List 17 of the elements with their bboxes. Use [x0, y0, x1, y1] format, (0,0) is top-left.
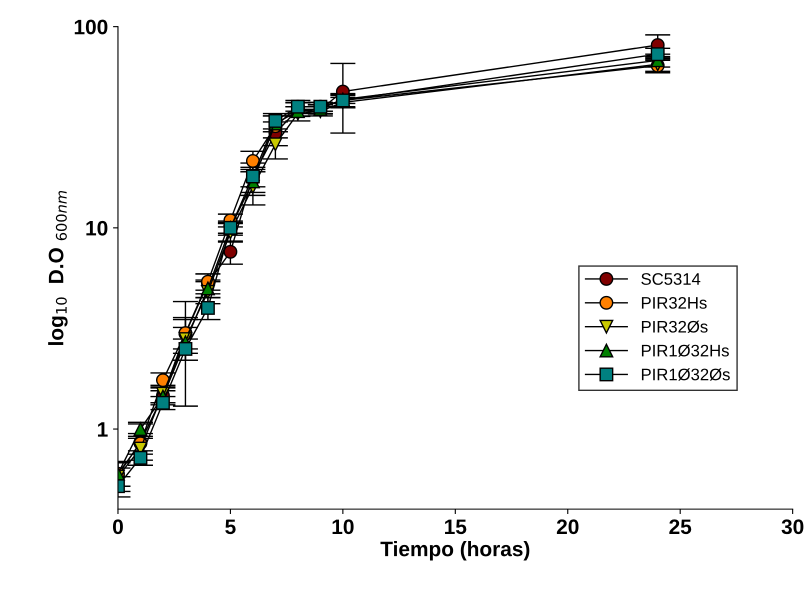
- y-axis-title: log$_{10}$ D.O $_{600nm}$: [48, 190, 68, 345]
- legend-label: PIR32Hs: [642, 296, 707, 309]
- x-tick-label: 0: [113, 519, 123, 534]
- x-tick-label: 15: [445, 520, 466, 534]
- x-tick-label: 10: [332, 519, 354, 534]
- x-tick-label: 5: [225, 520, 236, 534]
- y-tick-label: 100: [74, 20, 108, 34]
- x-axis-title: Tiempo (horas): [380, 541, 530, 560]
- legend-label: PIR1Ø32Hs: [642, 344, 729, 357]
- x-tick-label: 30: [782, 519, 804, 534]
- y-tick-label: 1: [98, 422, 108, 437]
- legend-label: PIR1Ø32Øs: [642, 368, 730, 381]
- y-tick-label: 10: [86, 220, 108, 236]
- legend-label: SC5314: [641, 273, 700, 285]
- x-tick-label: 20: [556, 519, 578, 534]
- x-tick-label: 25: [669, 519, 692, 534]
- legend-label: PIR32Øs: [642, 320, 708, 333]
